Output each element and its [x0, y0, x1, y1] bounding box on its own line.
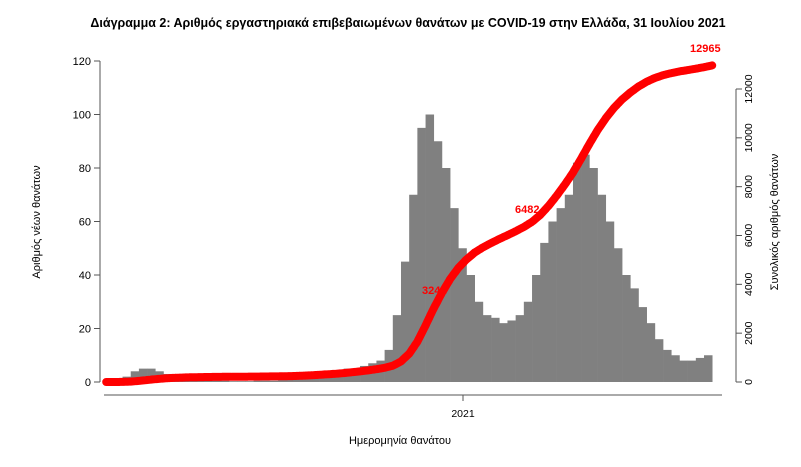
y-tick-label: 20: [79, 324, 91, 336]
bar: [130, 371, 140, 382]
bar: [482, 315, 492, 382]
y2-tick-label: 10000: [743, 123, 755, 152]
y-tick-label: 120: [73, 56, 91, 68]
bar: [499, 323, 508, 382]
bar: [278, 379, 287, 382]
bar: [638, 307, 647, 382]
bar: [572, 162, 582, 382]
bar: [417, 127, 426, 382]
annotations: 3241 6482 12965: [422, 43, 721, 297]
bar: [597, 194, 607, 382]
bar: [556, 208, 566, 382]
y-tick-label: 40: [79, 270, 91, 282]
chart-title: Διάγραμμα 2: Αριθμός εργαστηριακά επιβεβ…: [90, 16, 725, 30]
bar: [212, 380, 222, 382]
x-axis-label: Ημερομηνία θανάτου: [349, 435, 451, 447]
bar: [400, 261, 410, 382]
y2-tick-label: 4000: [743, 272, 755, 296]
bar: [433, 141, 443, 382]
bar: [441, 168, 451, 382]
bar: [392, 315, 402, 382]
bar: [507, 320, 516, 382]
y-tick-label: 100: [73, 110, 91, 122]
bar: [515, 315, 525, 382]
bar: [466, 275, 475, 382]
bar: [605, 221, 615, 382]
bar: [532, 275, 541, 382]
bar: [646, 323, 656, 382]
bar: [220, 380, 230, 382]
bar: [450, 208, 459, 382]
bar: [147, 368, 156, 382]
bar: [679, 360, 688, 382]
y2-tick-label: 6000: [743, 224, 755, 248]
bar: [663, 349, 672, 382]
bar: [229, 381, 238, 382]
bar: [622, 275, 631, 382]
bar: [671, 355, 680, 382]
cumulative-line: [102, 61, 717, 386]
bar: [425, 114, 435, 382]
y2-axis-label: Συνολικός αριθμός θανάτων: [769, 153, 781, 290]
annotation-quarter: 3241: [422, 285, 446, 297]
bar: [245, 381, 254, 382]
bar: [286, 379, 295, 382]
y-axis-label: Αριθμός νέων θανάτων: [31, 165, 43, 279]
y-tick-label: 0: [85, 377, 91, 389]
y-tick-label: 80: [79, 163, 91, 175]
bar: [204, 380, 213, 382]
y2-tick-label: 8000: [743, 175, 755, 199]
bar: [409, 194, 418, 382]
y2-tick-label: 0: [743, 379, 755, 385]
bar: [687, 360, 697, 382]
bar: [138, 368, 148, 382]
y-tick-label: 60: [79, 217, 91, 229]
x-tick-label: 2021: [451, 408, 475, 420]
bar: [523, 301, 533, 382]
axes: 0 20 40 60 80 100 120 0 2000 4000 6000 8000 10000 120…: [73, 56, 755, 420]
bar: [581, 154, 590, 382]
bar: [491, 317, 500, 382]
bar: [458, 248, 467, 382]
bar: [564, 194, 574, 382]
y2-tick-label: 2000: [743, 321, 755, 345]
annotation-total: 12965: [690, 43, 721, 55]
bar: [237, 381, 246, 382]
bar: [589, 168, 598, 382]
bar: [548, 221, 557, 382]
bar: [474, 301, 484, 382]
bar: [630, 288, 639, 382]
bar: [253, 380, 263, 382]
y2-tick-label: 12000: [743, 74, 755, 103]
bar: [695, 357, 705, 382]
bar: [613, 248, 623, 382]
bar: [704, 355, 713, 382]
annotation-half: 6482: [515, 204, 539, 216]
bar: [269, 380, 279, 382]
bar: [654, 339, 664, 382]
bar: [540, 242, 549, 382]
bar: [261, 380, 271, 382]
